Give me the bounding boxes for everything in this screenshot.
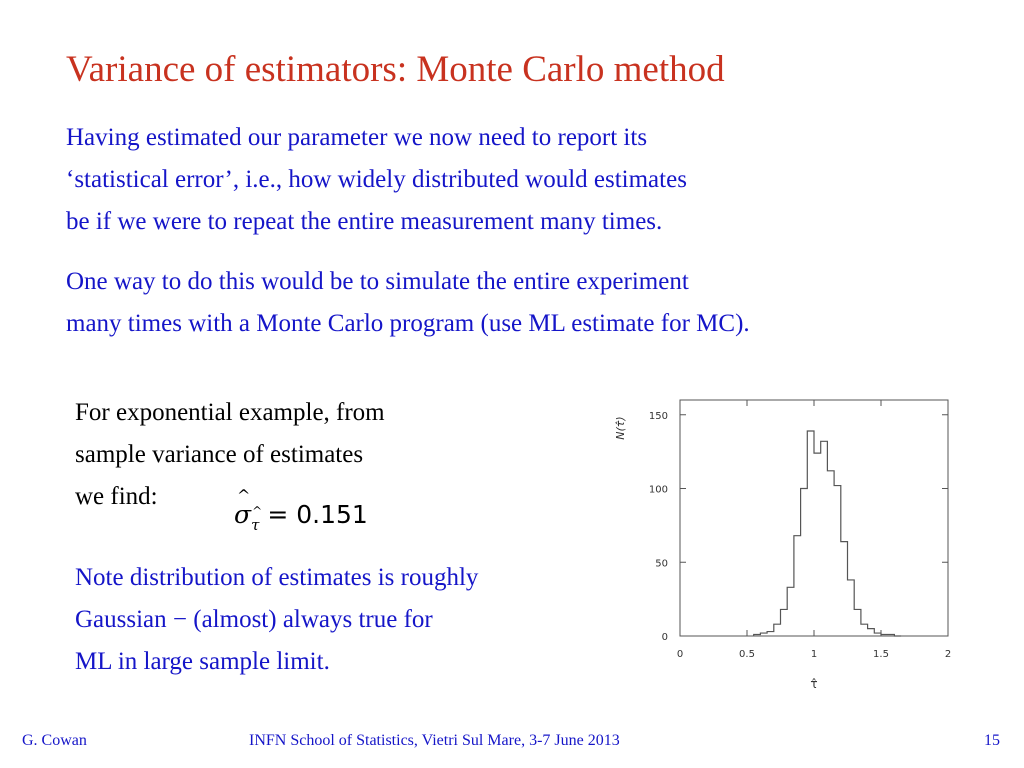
histogram-bin [881,635,888,636]
intro-line: be if we were to repeat the entire measu… [66,208,663,235]
histogram-bin [834,486,841,636]
histogram-bin [814,453,821,636]
y-tick-label: 0 [662,632,668,643]
footer-event: INFN School of Statistics, Vietri Sul Ma… [249,732,620,749]
formula-subscript: ^ τ [251,504,262,534]
method-line: One way to do this would be to simulate … [66,268,689,295]
histogram-bin [781,609,788,636]
formula-symbol: σ [234,500,252,529]
histogram-bin [807,431,814,636]
histogram-bin [754,635,761,636]
histogram-bin [794,536,801,636]
intro-line: Having estimated our parameter we now ne… [66,124,648,151]
sigma-formula: ^ σ ^ τ = 0.151 [234,486,368,534]
note-paragraph: Note distribution of estimates is roughl… [75,557,478,683]
intro-paragraph: Having estimated our parameter we now ne… [66,117,687,243]
intro-line: ‘statistical error’, i.e., how widely di… [66,166,687,193]
histogram-bin [888,635,895,636]
example-line: sample variance of estimates [75,441,364,468]
formula-sub-symbol: τ [251,516,260,534]
histogram-bin [868,629,875,636]
example-line: we find: [75,483,158,510]
y-axis-label: N(τ̂) [614,416,627,439]
y-tick-label: 150 [649,411,668,422]
histogram-bin [787,587,794,636]
y-tick-label: 50 [655,558,668,569]
histogram-bin [848,580,855,636]
note-line: ML in large sample limit. [75,648,330,675]
histogram-bin [854,609,861,636]
slide-title: Variance of estimators: Monte Carlo meth… [66,49,725,90]
histogram-bin [767,632,774,636]
example-line: For exponential example, from [75,399,385,426]
x-tick-label: 2 [945,649,951,660]
histogram-bin [874,633,881,636]
y-tick-label: 100 [649,485,668,496]
histogram-bin [821,441,828,636]
footer-author: G. Cowan [22,732,87,749]
formula-sigma: ^ σ [234,486,252,529]
histogram-bin [861,624,868,636]
x-tick-label: 0 [677,649,683,660]
note-line: Gaussian − (almost) always true for [75,606,433,633]
x-tick-label: 1.5 [873,649,889,660]
histogram-bin [827,471,834,636]
histogram-outline [753,430,902,637]
formula-value: = 0.151 [259,500,368,529]
histogram-chart: 0 50 100 150 0 0.5 1 1.5 2 N(τ̂) τ̂ [614,399,951,691]
histogram-bin [801,489,808,637]
note-line: Note distribution of estimates is roughl… [75,564,479,591]
histogram-bin [841,542,848,636]
page-number: 15 [984,732,1000,749]
formula-hat: ^ [237,486,251,505]
x-axis-label: τ̂ [810,677,817,691]
x-tick-label: 0.5 [739,649,755,660]
histogram-bin [774,624,781,636]
formula-sub-hat: ^ [252,504,263,518]
x-tick-label: 1 [811,649,817,660]
method-line: many times with a Monte Carlo program (u… [66,310,750,337]
example-paragraph: For exponential example, from sample var… [75,392,385,518]
method-paragraph: One way to do this would be to simulate … [66,261,750,345]
histogram-bin [760,633,767,636]
